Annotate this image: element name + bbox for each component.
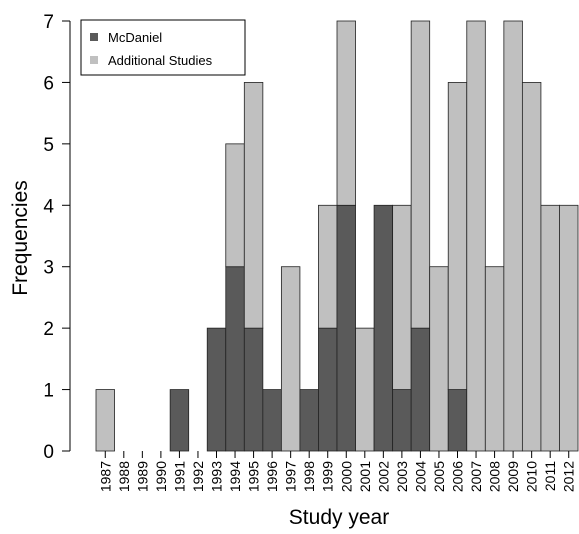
bar-additional-studies-1995: [243, 82, 264, 329]
legend-swatch-mcdaniel: [90, 33, 98, 41]
bar-additional-studies-1994: [225, 143, 245, 268]
x-tick-label: 2012: [561, 461, 577, 492]
x-axis: 1987 1988 1989 1990 1991 1992 1993 1994 1995 1996…: [97, 451, 577, 492]
y-tick-label: 5: [43, 135, 54, 156]
x-axis-label: Study year: [289, 506, 389, 529]
bar-additional-studies-1987: [95, 389, 115, 452]
y-tick-label: 1: [43, 381, 54, 402]
bar-mcdaniel-2006: [447, 389, 468, 452]
bar-mcdaniel-2003: [392, 389, 412, 452]
x-tick-label: 1991: [171, 461, 187, 492]
x-tick-label: 1996: [264, 461, 280, 492]
bar-mcdaniel-2004: [410, 327, 431, 452]
x-tick-label: 2004: [412, 461, 428, 492]
bar-mcdaniel-2002: [373, 204, 394, 452]
y-tick-label: 6: [43, 73, 54, 94]
legend-box: [80, 19, 246, 76]
x-tick-label: 2005: [431, 461, 447, 492]
x-tick-label: 2008: [487, 461, 503, 492]
bar-mcdaniel-1998: [299, 389, 319, 452]
x-tick-label: 2010: [524, 461, 540, 492]
bar-mcdaniel-1994: [225, 266, 245, 452]
x-tick-label: 1987: [97, 461, 113, 492]
y-tick-label: 2: [43, 319, 54, 340]
bar-additional-studies-2004: [410, 20, 431, 329]
y-tick-label: 4: [43, 196, 54, 217]
bar-additional-studies-2010: [521, 82, 542, 452]
y-tick-label: 7: [43, 12, 54, 33]
bar-additional-studies-2011: [540, 204, 560, 452]
bar-mcdaniel-1996: [262, 389, 282, 452]
bar-mcdaniel-1999: [318, 327, 338, 452]
x-tick-label: 1989: [134, 461, 150, 492]
x-tick-label: 2011: [542, 461, 558, 491]
x-tick-label: 2007: [468, 461, 484, 492]
legend: McDaniel Additional Studies: [80, 19, 246, 76]
bar-additional-studies-2006: [447, 82, 468, 390]
x-tick-label: 1990: [153, 461, 169, 492]
bar-additional-studies-1997: [280, 266, 301, 452]
y-tick-label: 3: [43, 258, 54, 279]
bar-additional-studies-2008: [484, 266, 505, 452]
bar-additional-studies-2005: [429, 266, 449, 452]
bar-mcdaniel-1991: [169, 389, 190, 452]
legend-swatch-additional-studies: [90, 56, 98, 64]
bar-additional-studies-2003: [392, 204, 412, 390]
bar-additional-studies-2009: [503, 20, 523, 452]
bar-mcdaniel-2000: [336, 204, 356, 452]
legend-label-mcdaniel: McDaniel: [108, 30, 162, 45]
plot-area: [95, 20, 579, 452]
x-tick-label: 1995: [246, 461, 262, 492]
bar-mcdaniel-1993: [206, 327, 227, 452]
x-tick-label: 1992: [190, 461, 206, 492]
x-tick-label: 1997: [283, 461, 299, 492]
x-tick-label: 1993: [209, 461, 225, 492]
y-tick-label: 0: [43, 442, 54, 463]
x-tick-label: 2006: [450, 461, 466, 492]
x-tick-label: 1998: [301, 461, 317, 492]
bar-additional-studies-2000: [336, 20, 356, 206]
x-tick-label: 2001: [357, 461, 373, 492]
y-axis-label: Frequencies: [9, 180, 32, 296]
x-tick-label: 1999: [320, 461, 336, 492]
x-tick-label: 2009: [505, 461, 521, 492]
legend-label-additional-studies: Additional Studies: [108, 53, 213, 68]
bar-additional-studies-2001: [355, 327, 375, 452]
bar-mcdaniel-1995: [243, 327, 264, 452]
x-tick-label: 1988: [116, 461, 132, 492]
bar-additional-studies-2012: [559, 204, 579, 452]
bar-additional-studies-1999: [318, 204, 338, 329]
y-axis: 0 1 2 3 4 5 6 7: [43, 12, 71, 463]
x-tick-label: 2003: [394, 461, 410, 492]
x-tick-label: 1994: [227, 461, 243, 492]
bar-additional-studies-2007: [466, 20, 486, 452]
x-tick-label: 2000: [338, 461, 354, 492]
x-tick-label: 2002: [375, 461, 391, 492]
